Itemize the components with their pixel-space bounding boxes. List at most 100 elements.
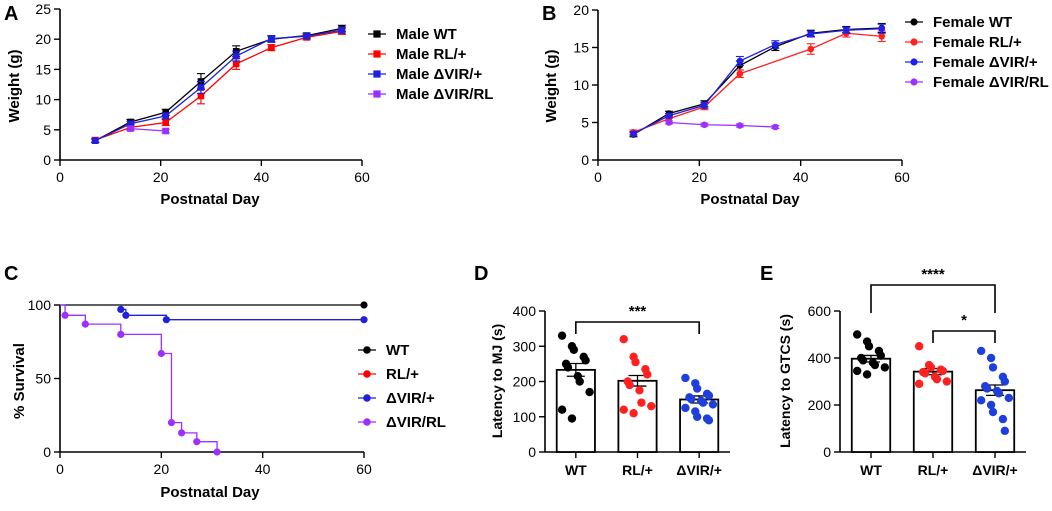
y-tick-label: 10 bbox=[35, 92, 51, 108]
survival-curve bbox=[120, 308, 364, 321]
data-point bbox=[687, 394, 696, 404]
legend-marker bbox=[373, 30, 381, 38]
data-point bbox=[932, 374, 942, 384]
y-tick-label: 600 bbox=[808, 303, 832, 319]
data-point bbox=[563, 363, 573, 372]
data-point bbox=[162, 119, 169, 126]
data-point bbox=[986, 400, 996, 410]
x-tick-label: 0 bbox=[594, 169, 602, 185]
series-0 bbox=[60, 301, 368, 309]
significance-label: **** bbox=[921, 266, 945, 283]
data-point bbox=[127, 125, 134, 132]
x-tick-label: RL/+ bbox=[622, 462, 653, 478]
legend-label: Female RL/+ bbox=[933, 34, 1022, 51]
data-point bbox=[213, 448, 221, 456]
data-point bbox=[878, 25, 886, 33]
data-point bbox=[338, 26, 346, 34]
data-point bbox=[178, 429, 186, 437]
legend-label: Male WT bbox=[396, 26, 457, 43]
y-tick-label: 400 bbox=[808, 350, 832, 366]
data-point bbox=[625, 380, 634, 390]
data-point bbox=[681, 403, 690, 413]
data-point bbox=[665, 119, 673, 126]
data-point bbox=[938, 366, 948, 376]
data-point bbox=[998, 414, 1008, 424]
data-point bbox=[360, 301, 368, 309]
data-point bbox=[736, 122, 744, 129]
legend-marker bbox=[373, 70, 381, 78]
data-point bbox=[807, 45, 815, 53]
bar-group-0 bbox=[555, 331, 596, 453]
data-point bbox=[876, 351, 886, 360]
legend-label: WT bbox=[386, 342, 409, 359]
bar-group-1 bbox=[617, 335, 658, 453]
data-point bbox=[157, 349, 165, 358]
data-point bbox=[976, 346, 986, 356]
x-tick-label: WT bbox=[860, 462, 882, 478]
y-tick-label: 400 bbox=[513, 303, 537, 319]
data-point bbox=[807, 30, 815, 38]
y-tick-label: 0 bbox=[823, 444, 831, 460]
y-tick-label: 15 bbox=[573, 40, 589, 56]
legend-label: Female ΔVIR/RL bbox=[933, 74, 1049, 91]
data-point bbox=[982, 384, 992, 393]
data-point bbox=[61, 311, 69, 319]
data-point bbox=[878, 32, 886, 40]
series-line bbox=[95, 30, 342, 141]
data-point bbox=[692, 384, 702, 393]
data-point bbox=[772, 41, 779, 48]
data-point bbox=[635, 386, 644, 395]
data-point bbox=[647, 401, 656, 411]
data-point bbox=[976, 396, 986, 405]
legend-marker bbox=[910, 78, 918, 86]
data-point bbox=[1000, 377, 1010, 386]
data-point bbox=[162, 112, 169, 120]
y-tick-label: 0 bbox=[581, 152, 589, 168]
series-2 bbox=[629, 23, 886, 138]
legend-marker bbox=[363, 418, 371, 426]
data-point bbox=[232, 52, 240, 60]
axis-title-x: Postnatal Day bbox=[160, 191, 260, 208]
data-point bbox=[988, 363, 998, 372]
data-point bbox=[268, 44, 275, 51]
y-tick-label: 5 bbox=[581, 115, 589, 131]
data-point bbox=[585, 387, 594, 397]
data-point bbox=[880, 363, 890, 372]
legend-marker bbox=[910, 18, 918, 26]
x-tick-label: 60 bbox=[894, 169, 910, 185]
axis-title-y: Weight (g) bbox=[6, 49, 23, 122]
significance-bracket bbox=[575, 321, 700, 334]
data-point bbox=[619, 405, 628, 414]
bar-group-2 bbox=[679, 373, 720, 453]
y-tick-label: 5 bbox=[43, 122, 51, 138]
legend-marker bbox=[363, 346, 371, 354]
data-point bbox=[631, 357, 640, 367]
data-point bbox=[986, 353, 996, 363]
legend-label: RL/+ bbox=[386, 366, 419, 383]
data-point bbox=[629, 409, 638, 418]
y-tick-label: 25 bbox=[35, 1, 51, 17]
axis-title-y: Latency to MJ (s) bbox=[489, 324, 505, 438]
data-point bbox=[197, 92, 205, 100]
bar-group-2 bbox=[974, 346, 1016, 453]
y-tick-label: 100 bbox=[28, 297, 52, 313]
x-tick-label: 20 bbox=[692, 169, 708, 185]
data-point bbox=[117, 305, 125, 314]
data-point bbox=[122, 311, 130, 319]
data-point bbox=[117, 330, 125, 338]
panel-e: E Latency to GTCS (s) 0 200 400 600 WT RL/+ ΔV… bbox=[760, 263, 1026, 478]
data-point bbox=[162, 108, 169, 116]
y-tick-label: 200 bbox=[808, 397, 832, 413]
y-tick-label: 10 bbox=[573, 77, 589, 93]
x-tick-label: RL/+ bbox=[918, 462, 949, 478]
panel-letter-b: B bbox=[542, 3, 556, 25]
data-point bbox=[167, 419, 176, 427]
x-tick-label: 60 bbox=[356, 461, 372, 477]
data-point bbox=[643, 370, 652, 379]
data-point bbox=[708, 400, 718, 409]
y-tick-label: 50 bbox=[35, 371, 51, 387]
data-point bbox=[162, 127, 169, 135]
y-tick-label: 20 bbox=[35, 31, 51, 47]
